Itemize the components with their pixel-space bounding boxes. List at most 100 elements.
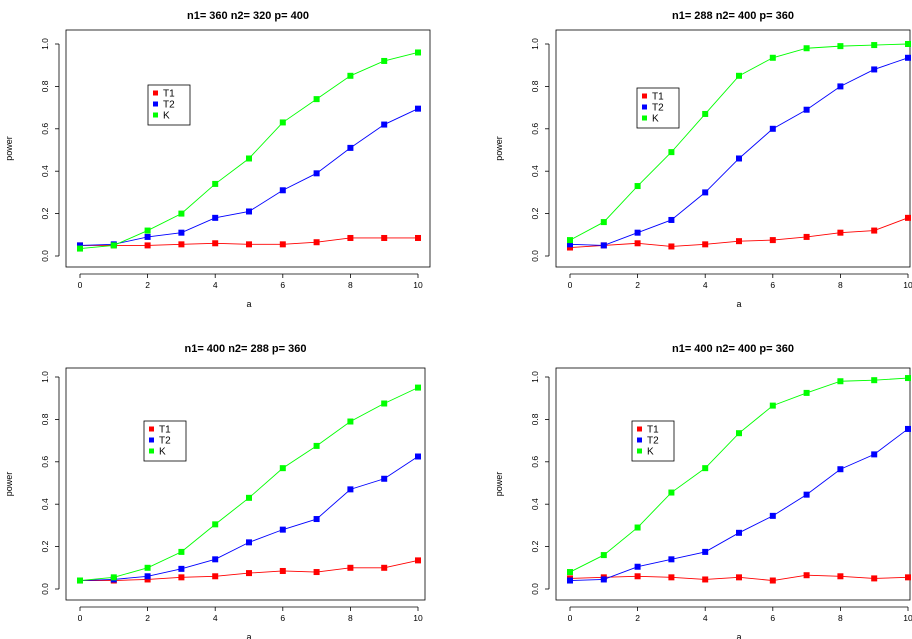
x-tick-label: 4	[703, 613, 708, 623]
data-point-t2	[600, 242, 607, 249]
data-point-k	[381, 400, 388, 407]
y-tick-label: 0.0	[530, 250, 540, 262]
data-point-k	[212, 180, 219, 187]
data-point-t2	[702, 189, 709, 196]
data-point-k	[769, 54, 776, 61]
data-point-t1	[178, 574, 185, 581]
data-point-k	[246, 155, 252, 162]
x-tick-label: 10	[413, 280, 423, 290]
x-axis-label: a	[736, 299, 741, 309]
x-tick-label: 4	[213, 613, 218, 623]
y-tick-label: 0.2	[530, 540, 540, 552]
legend-marker-t2	[149, 437, 154, 443]
data-point-t1	[144, 242, 151, 249]
data-point-t2	[77, 242, 83, 249]
data-point-t2	[905, 54, 911, 61]
y-tick-label: 0.0	[40, 250, 50, 262]
data-point-k	[668, 149, 675, 156]
data-point-t1	[702, 241, 709, 248]
legend-label-k: K	[163, 111, 170, 122]
data-point-k	[905, 41, 911, 47]
data-point-t2	[347, 144, 354, 151]
data-point-t1	[634, 240, 641, 247]
data-point-t1	[837, 573, 844, 580]
y-tick-label: 0.0	[40, 583, 50, 595]
y-axis-label: power	[494, 472, 504, 497]
x-tick-label: 0	[568, 280, 573, 290]
data-point-t2	[600, 576, 607, 583]
data-point-t1	[702, 576, 709, 583]
legend-label-t1: T1	[652, 92, 664, 103]
legend-label-k: K	[652, 114, 659, 125]
data-point-k	[279, 119, 286, 126]
y-tick-label: 0.8	[40, 80, 50, 92]
data-point-t1	[871, 575, 878, 582]
legend-marker-t2	[153, 101, 158, 107]
chart-panel-1: n1= 360 n2= 320 p= 400 0 2 4 6 8 10 a 0.0 0.2 0.4 0…	[4, 10, 431, 309]
x-tick-label: 6	[280, 280, 285, 290]
data-point-t1	[803, 233, 810, 240]
data-point-k	[110, 574, 117, 581]
data-point-t2	[313, 516, 320, 523]
x-tick-label: 2	[145, 280, 150, 290]
data-point-k	[246, 494, 252, 501]
plot-frame	[65, 29, 431, 268]
series-line-t2	[79, 108, 419, 246]
x-tick-label: 10	[903, 613, 912, 623]
data-point-k	[736, 430, 742, 437]
data-point-k	[77, 577, 83, 584]
data-point-t2	[702, 548, 709, 555]
data-point-t2	[381, 475, 388, 482]
legend-label-t2: T2	[163, 100, 175, 111]
data-point-t2	[415, 453, 421, 460]
legend-label-t2: T2	[652, 103, 664, 114]
data-point-t1	[313, 239, 320, 246]
data-point-t1	[178, 241, 185, 248]
data-point-t2	[212, 556, 219, 563]
data-point-t2	[871, 451, 878, 458]
data-point-t1	[415, 557, 421, 564]
data-point-t2	[144, 573, 151, 580]
data-point-k	[905, 375, 911, 382]
x-axis-label: a	[736, 632, 741, 639]
x-axis-label: a	[246, 632, 251, 639]
y-tick-label: 0.6	[40, 123, 50, 135]
y-tick-label: 1.0	[40, 38, 50, 50]
data-point-t2	[381, 121, 388, 128]
data-point-t2	[567, 577, 573, 584]
y-tick-label: 0.4	[530, 498, 540, 510]
chart-panel-4: n1= 400 n2= 400 p= 360 0 2 4 6 8 10 a 0.0 0.2 0.4 0…	[494, 343, 912, 639]
data-point-t2	[769, 125, 776, 132]
legend-label-t2: T2	[159, 436, 171, 447]
legend-marker-t1	[149, 426, 154, 432]
data-point-t1	[144, 576, 151, 583]
data-point-t2	[634, 229, 641, 236]
x-tick-label: 8	[348, 280, 353, 290]
legend-label-t1: T1	[163, 89, 175, 100]
legend-marker-t1	[637, 426, 642, 432]
y-tick-label: 0.6	[40, 456, 50, 468]
data-point-k	[600, 219, 607, 226]
series-line-t2	[79, 456, 419, 581]
chart-title: n1= 400 n2= 400 p= 360	[672, 343, 794, 355]
data-point-t1	[905, 214, 911, 221]
data-point-k	[803, 45, 810, 52]
data-point-k	[837, 378, 844, 385]
data-point-t1	[871, 227, 878, 234]
data-point-k	[178, 210, 185, 217]
data-point-t1	[803, 572, 810, 579]
legend-marker-k	[153, 112, 158, 118]
x-tick-label: 8	[838, 613, 843, 623]
chart-panel-3: n1= 400 n2= 288 p= 360 0 2 4 6 8 10 a 0.0 0.2 0.4 0…	[4, 343, 426, 639]
data-point-k	[77, 245, 83, 252]
plot-frame	[555, 29, 911, 268]
data-point-t1	[381, 564, 388, 571]
data-point-k	[702, 465, 709, 472]
data-point-t2	[347, 486, 354, 493]
data-point-k	[803, 389, 810, 396]
data-point-t2	[837, 83, 844, 90]
data-point-t2	[769, 512, 776, 519]
data-point-k	[634, 183, 641, 190]
